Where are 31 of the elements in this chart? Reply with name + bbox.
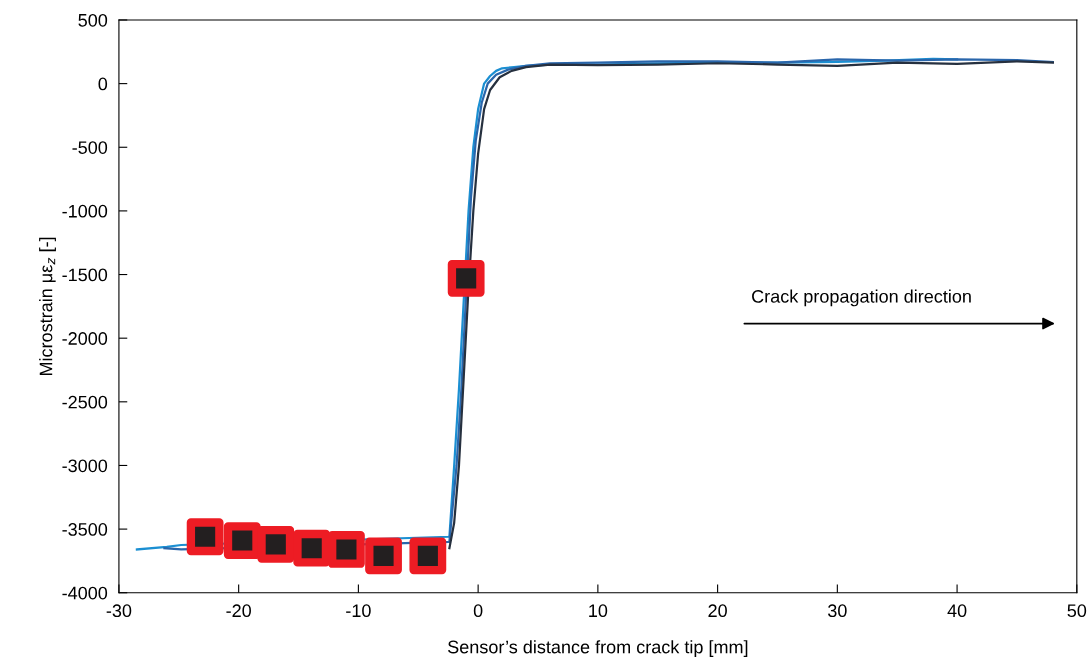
y-tick-label: 500 xyxy=(78,13,108,27)
x-tick-label: -20 xyxy=(226,604,251,618)
y-tick-label: -500 xyxy=(72,141,108,154)
point xyxy=(447,259,485,297)
point xyxy=(365,537,402,575)
x-tick-label: -30 xyxy=(106,604,132,618)
x-tick-label: 40 xyxy=(947,604,967,618)
x-tick-label: -10 xyxy=(346,604,371,618)
line-series xyxy=(448,60,1054,550)
y-tick-label: -3500 xyxy=(62,523,108,536)
annotation: Crack propagation direction xyxy=(752,289,971,307)
x-tick-label: 30 xyxy=(827,604,847,618)
point xyxy=(257,525,295,563)
x-tick-label: 50 xyxy=(1067,604,1087,618)
point xyxy=(328,531,365,568)
y-tick-label: 0 xyxy=(98,77,108,91)
point xyxy=(293,529,331,567)
point xyxy=(409,537,447,575)
y-tick-label: -2000 xyxy=(62,332,108,345)
x-axis-title: Sensor’s distance from crack tip [mm] xyxy=(448,640,748,657)
point xyxy=(186,518,224,556)
y-tick-label: -2500 xyxy=(62,395,108,409)
y-tick-label: -3000 xyxy=(62,459,108,473)
x-tick-label: 10 xyxy=(589,604,608,618)
y-tick-label: -1500 xyxy=(62,268,108,282)
y-tick-label: -1000 xyxy=(62,204,108,218)
x-tick-label: 20 xyxy=(708,604,727,618)
y-tick-label: -4000 xyxy=(62,586,108,600)
y-axis-title: Microstrain με$_{z}$ [-] xyxy=(39,237,56,376)
point xyxy=(223,522,261,559)
x-tick-label: 0 xyxy=(473,604,483,618)
